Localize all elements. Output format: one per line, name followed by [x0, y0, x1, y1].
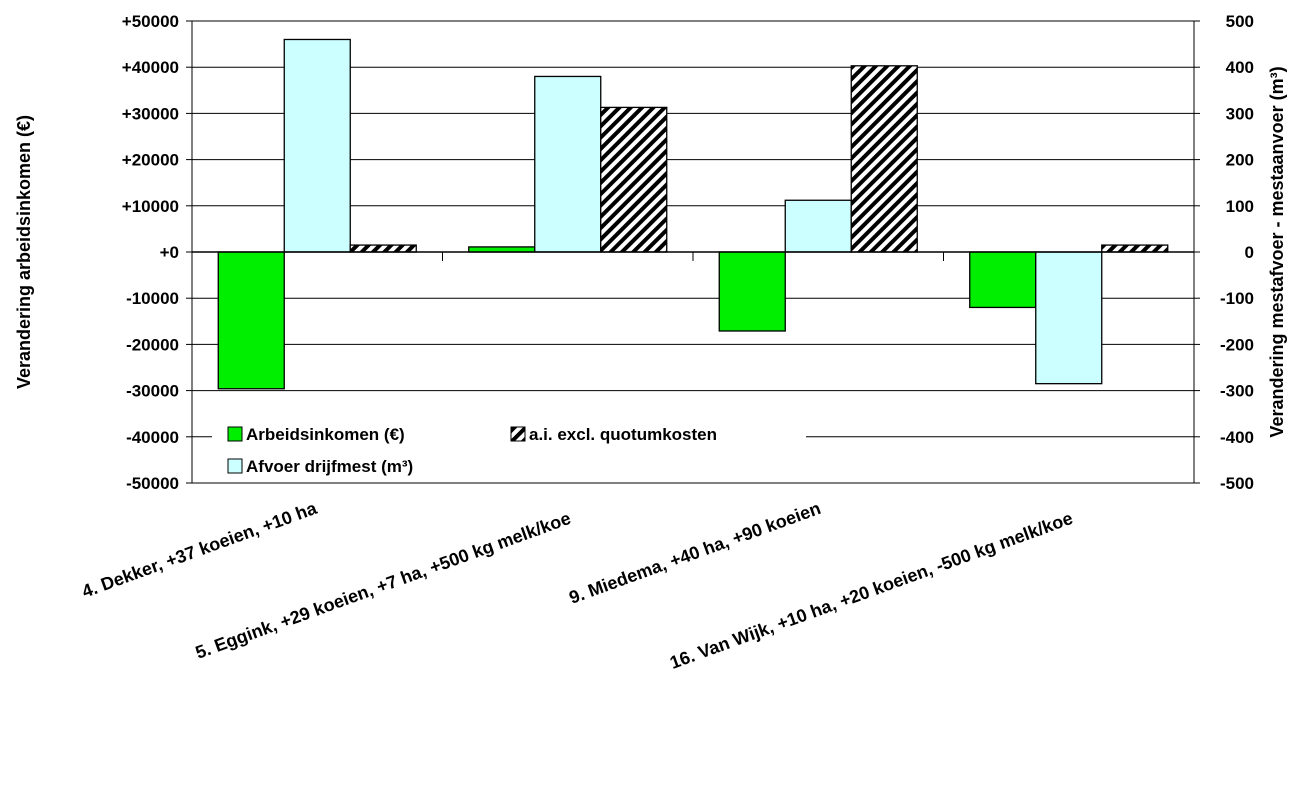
legend: Arbeidsinkomen (€) a.i. excl. quotumkoste…: [212, 418, 806, 482]
bar-2-3: [784, 199, 852, 253]
right-tick-label: -500: [1220, 474, 1254, 493]
right-tick-label: 300: [1226, 104, 1254, 123]
left-tick-label: +0: [160, 243, 179, 262]
bar-1-2: [468, 246, 536, 253]
left-tick-label: +40000: [122, 58, 179, 77]
right-tick-label: -400: [1220, 428, 1254, 447]
right-tick-label: 200: [1226, 151, 1254, 170]
left-tick-labels: +50000 +40000 +30000 +20000 +10000 +0 -10000 -2…: [122, 12, 192, 493]
bar-3-1: [349, 244, 417, 253]
y-axis-title: Verandering arbeidsinkomen (€): [14, 115, 34, 389]
legend-label-3: a.i. excl. quotumkosten: [529, 425, 717, 444]
left-tick-label: +30000: [122, 104, 179, 123]
y2-axis-title: Verandering mestafvoer - mestaanvoer (m³…: [1267, 66, 1287, 437]
right-tick-label: 0: [1245, 243, 1254, 262]
category-label-1: 4. Dekker, +37 koeien, +10 ha: [79, 498, 320, 602]
legend-label-1: Arbeidsinkomen (€): [246, 425, 405, 444]
right-tick-label: -300: [1220, 382, 1254, 401]
bar-1-1: [217, 251, 285, 390]
left-tick-label: -10000: [126, 289, 179, 308]
legend-label-2: Afvoer drijfmest (m³): [246, 457, 413, 476]
legend-swatch-2: [227, 458, 243, 474]
bar-3-2: [600, 106, 668, 253]
bar-1-4: [969, 251, 1037, 309]
bar-1-3: [718, 251, 786, 332]
bar-3-4: [1101, 244, 1169, 253]
left-tick-label: +20000: [122, 151, 179, 170]
bar-2-2: [534, 75, 602, 253]
left-tick-label: -20000: [126, 335, 179, 354]
right-tick-label: -200: [1220, 335, 1254, 354]
bar-2-4: [1035, 251, 1103, 385]
bars-layer: [217, 38, 1169, 390]
right-tick-label: -100: [1220, 289, 1254, 308]
bar-3-3: [850, 65, 918, 253]
legend-swatch-1: [227, 426, 243, 442]
left-tick-label: +50000: [122, 12, 179, 31]
category-label-3: 9. Miedema, +40 ha, +90 koeien: [566, 498, 823, 608]
right-tick-labels: 500 400 300 200 100 0 -100 -200 -300 -400 -500: [1194, 12, 1254, 493]
left-tick-label: +10000: [122, 197, 179, 216]
left-tick-label: -50000: [126, 474, 179, 493]
left-tick-label: -40000: [126, 428, 179, 447]
right-tick-label: 500: [1226, 12, 1254, 31]
legend-swatch-3: [510, 426, 526, 442]
bar-2-1: [283, 38, 351, 253]
right-tick-label: 100: [1226, 197, 1254, 216]
legend-background: [212, 418, 806, 482]
left-tick-label: -30000: [126, 382, 179, 401]
right-tick-label: 400: [1226, 58, 1254, 77]
category-labels: 4. Dekker, +37 koeien, +10 ha5. Eggink, …: [79, 498, 1075, 673]
